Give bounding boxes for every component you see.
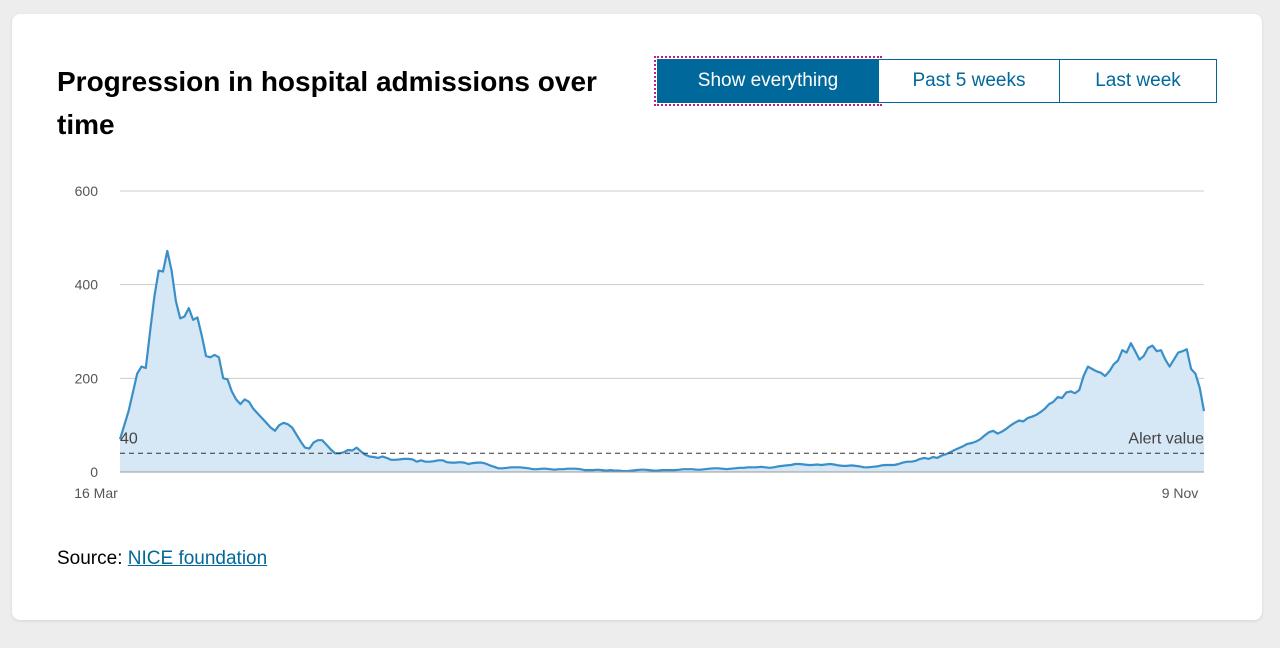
y-axis-ticks: 0 200 400 600 [75,183,99,480]
source-prefix: Source: [57,548,123,569]
time-range-switcher: Show everything Past 5 weeks Last week [654,56,1217,106]
y-tick-label: 0 [90,464,98,480]
source-link[interactable]: NICE foundation [127,548,268,569]
admissions-area-chart: 0 200 400 600 40 Alert value 16 Mar 9 Nov [74,183,1206,501]
show-everything-button[interactable]: Show everything [654,56,882,106]
y-tick-label: 200 [75,370,99,386]
y-tick-label: 400 [75,277,99,293]
past-5-weeks-button[interactable]: Past 5 weeks [879,59,1060,103]
grid-lines [120,190,1204,379]
alert-label: Alert value [1128,430,1204,447]
admissions-area [120,250,1204,472]
admissions-line [118,249,1206,473]
last-week-button[interactable]: Last week [1060,59,1217,103]
chart-card: Progression in hospital admissions over … [12,14,1262,620]
alert-value-label: 40 [120,430,138,447]
x-tick-label-end: 9 Nov [1162,485,1199,501]
y-tick-label: 600 [75,183,99,199]
x-tick-label-start: 16 Mar [74,485,118,501]
source-note: Source: NICE foundation [57,548,267,570]
chart-title: Progression in hospital admissions over … [57,66,597,140]
